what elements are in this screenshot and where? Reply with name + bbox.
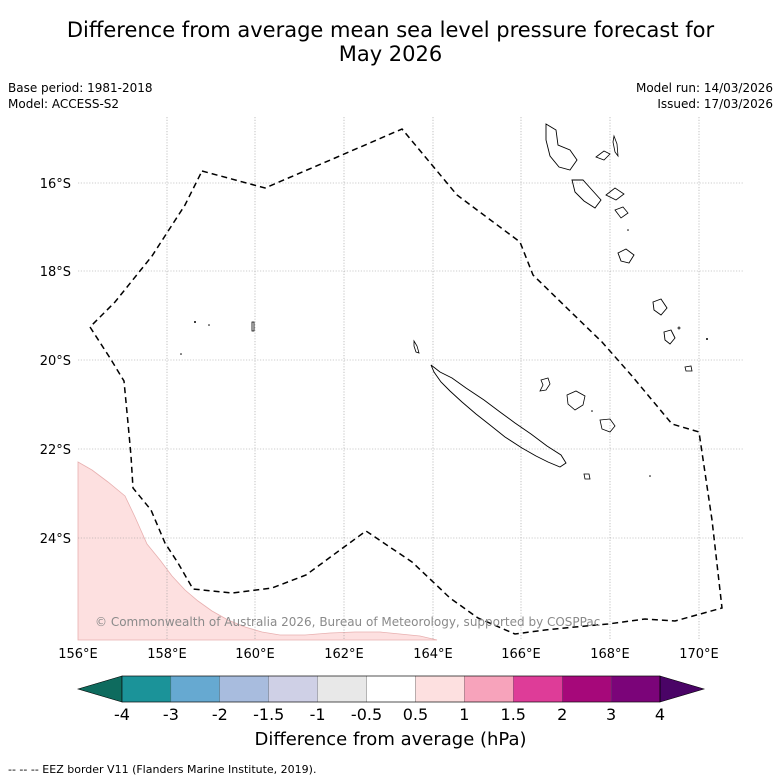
belep-islands xyxy=(413,339,420,354)
lat-tick-24: 24°S xyxy=(40,532,71,547)
pentecost-island xyxy=(605,187,625,201)
lon-tick-156: 156°E xyxy=(58,647,98,662)
title-line-1: Difference from average mean sea level p… xyxy=(66,18,715,42)
lifou-island xyxy=(566,390,586,411)
lon-tick-158: 158°E xyxy=(147,647,187,662)
erromango-island xyxy=(652,298,668,316)
lon-tick-162: 162°E xyxy=(324,647,364,662)
ambae-island xyxy=(595,150,611,161)
lon-tick-164: 164°E xyxy=(413,647,453,662)
positive-anomaly-region xyxy=(77,461,438,641)
islet-8 xyxy=(591,410,593,412)
colorbar-tick-label: -0.5 xyxy=(351,705,382,724)
colorbar-tick-label: -1.5 xyxy=(253,705,284,724)
map-area: © Commonwealth of Australia 2026, Bureau… xyxy=(77,117,743,641)
colorbar-segment xyxy=(415,675,465,703)
colorbar-segment xyxy=(513,675,563,703)
chesterfield-reef xyxy=(251,321,255,332)
colorbar-tick-label: 0.5 xyxy=(403,705,428,724)
lon-tick-166: 166°E xyxy=(501,647,541,662)
colorbar-segment xyxy=(219,675,269,703)
colorbar-tick-label: -2 xyxy=(212,705,228,724)
lat-tick-18: 18°S xyxy=(40,265,71,280)
colorbar-tick-label: 3 xyxy=(606,705,616,724)
issued-date: Issued: 17/03/2026 xyxy=(657,97,773,111)
meta-right: Model run: 14/03/2026 Issued: 17/03/2026 xyxy=(636,80,773,112)
eez-border xyxy=(89,128,723,635)
colorbar-tick-label: 4 xyxy=(655,705,665,724)
colorbar-segment xyxy=(366,675,416,703)
ouvea-island xyxy=(539,377,551,392)
islet-7 xyxy=(627,229,629,231)
mare-island xyxy=(599,418,616,433)
model-name: Model: ACCESS-S2 xyxy=(8,97,120,111)
colorbar-segment xyxy=(121,675,172,703)
islet-1 xyxy=(194,321,196,323)
lat-tick-22: 22°S xyxy=(40,443,71,458)
chart-title: Difference from average mean sea level p… xyxy=(0,18,781,66)
colorbar-segment xyxy=(317,675,367,703)
maewo-island xyxy=(612,134,619,158)
colorbar-high-extend xyxy=(659,675,706,703)
colorbar-segment xyxy=(562,675,612,703)
new-caledonia-island xyxy=(430,364,567,468)
colorbar-tick-label: 2 xyxy=(557,705,567,724)
colorbar-tick-label: 1.5 xyxy=(501,705,526,724)
islet-6 xyxy=(649,475,651,477)
model-run: Model run: 14/03/2026 xyxy=(635,81,773,95)
meta-left: Base period: 1981-2018 Model: ACCESS-S2 xyxy=(8,80,153,112)
lat-axis: 16°S 18°S 20°S 22°S 24°S xyxy=(40,177,71,547)
efate-island xyxy=(617,248,635,264)
islet-5 xyxy=(706,338,708,340)
colorbar-low-extend xyxy=(76,675,123,703)
colorbar-tick-label: -1 xyxy=(310,705,326,724)
colorbar-segment xyxy=(610,675,661,703)
islet-3 xyxy=(180,353,182,355)
lon-axis: 156°E 158°E 160°E 162°E 164°E 166°E 168°… xyxy=(58,647,719,662)
credit-text: © Commonwealth of Australia 2026, Bureau… xyxy=(95,615,600,629)
lon-tick-168: 168°E xyxy=(590,647,630,662)
malekula-island xyxy=(571,179,602,209)
lat-tick-16: 16°S xyxy=(40,177,71,192)
colorbar-segment xyxy=(464,675,514,703)
gridlines xyxy=(78,117,743,640)
footnote: -- -- -- EEZ border V11 (Flanders Marine… xyxy=(8,763,317,776)
islet-4 xyxy=(677,326,681,330)
espiritu-santo-island xyxy=(545,123,578,171)
epi-island xyxy=(614,206,629,219)
colorbar-segment xyxy=(170,675,220,703)
title-line-2: May 2026 xyxy=(338,42,443,66)
colorbar-outline xyxy=(121,675,661,703)
colorbar-segment xyxy=(268,675,318,703)
islet-2 xyxy=(208,324,210,326)
isle-of-pines xyxy=(583,473,591,480)
colorbar-tick-label: -4 xyxy=(114,705,130,724)
colorbar-title: Difference from average (hPa) xyxy=(254,729,527,750)
aneityum-island xyxy=(684,365,693,372)
colorbar-tick-label: -3 xyxy=(163,705,179,724)
lon-tick-170: 170°E xyxy=(679,647,719,662)
tanna-island xyxy=(663,329,676,345)
colorbar: -4 -3 -2 -1.5 -1 -0.5 0.5 1 1.5 2 3 4 xyxy=(76,675,706,724)
lat-tick-20: 20°S xyxy=(40,354,71,369)
lon-tick-160: 160°E xyxy=(235,647,275,662)
colorbar-tick-label: 1 xyxy=(459,705,469,724)
base-period: Base period: 1981-2018 xyxy=(8,81,153,95)
